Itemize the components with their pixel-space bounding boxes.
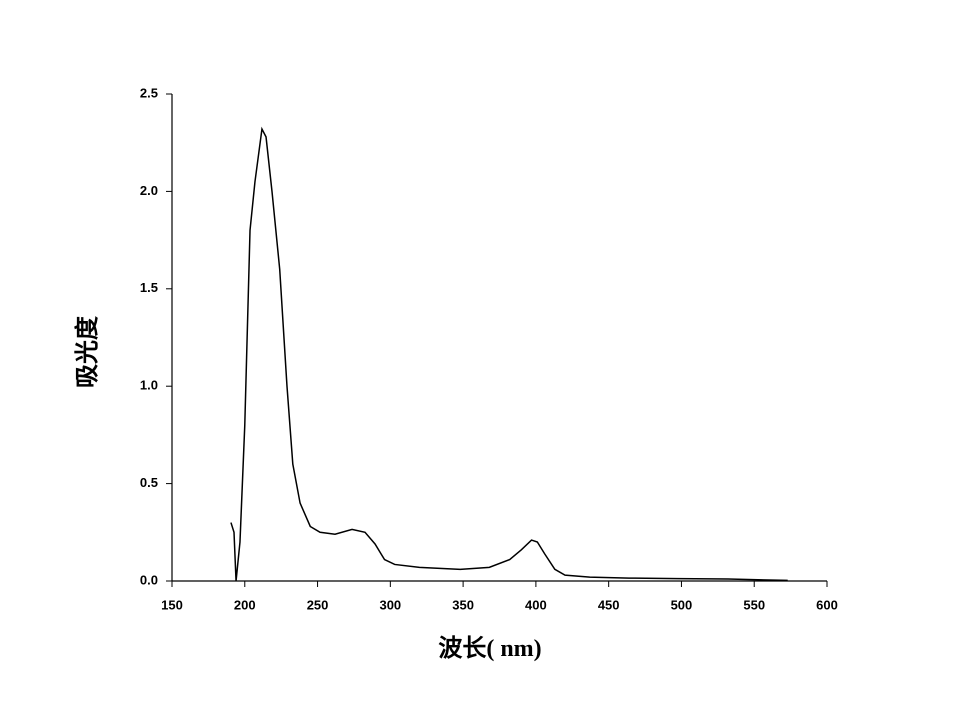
y-tick-label: 0.0 bbox=[140, 572, 158, 587]
y-tick-label: 1.0 bbox=[140, 378, 158, 393]
spectrum-line bbox=[230, 126, 788, 582]
x-tick-label: 150 bbox=[161, 597, 183, 612]
x-tick-label: 250 bbox=[307, 597, 329, 612]
y-tick-label: 2.5 bbox=[140, 85, 158, 100]
x-tick-label: 500 bbox=[671, 597, 693, 612]
x-tick-label: 450 bbox=[598, 597, 620, 612]
x-tick-label: 550 bbox=[743, 597, 765, 612]
y-tick-label: 0.5 bbox=[140, 475, 158, 490]
x-tick-label: 400 bbox=[525, 597, 547, 612]
x-tick-label: 350 bbox=[452, 597, 474, 612]
x-tick-label: 200 bbox=[234, 597, 256, 612]
y-tick-label: 2.0 bbox=[140, 183, 158, 198]
y-tick-label: 1.5 bbox=[140, 280, 158, 295]
x-tick-label: 600 bbox=[816, 597, 838, 612]
y-axis-title: 吸光度 bbox=[73, 315, 101, 388]
x-axis-title: 波长( nm) bbox=[438, 635, 541, 662]
x-tick-label: 300 bbox=[379, 597, 401, 612]
